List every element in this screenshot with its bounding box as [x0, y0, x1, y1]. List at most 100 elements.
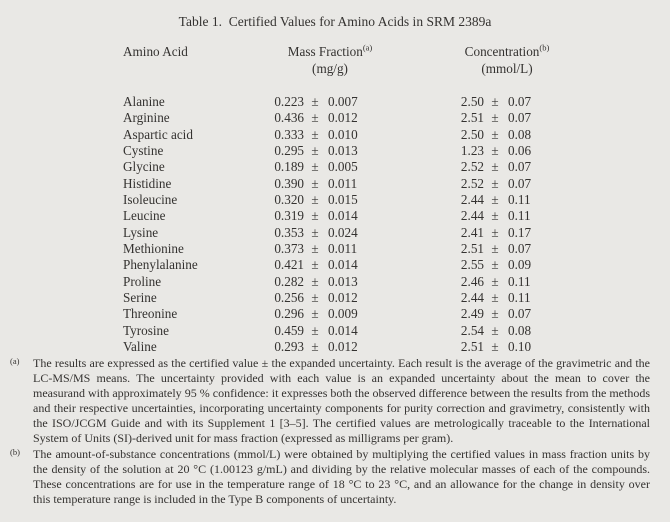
plus-minus-icon: ± [311, 126, 319, 142]
column-header-concentration: Concentration(b) (mmol/L) [465, 43, 550, 77]
table-row: Glycine 0.189 ± 0.005 2.52 ± 0.07 [123, 159, 546, 175]
concentration-uncertainty: 0.09 [508, 257, 532, 273]
amino-acid-name: Phenylalanine [123, 257, 198, 273]
concentration-value: 2.46 [460, 273, 484, 289]
mass-fraction-uncertainty: 0.014 [328, 322, 358, 338]
column-gap [371, 257, 456, 273]
footnote-b-reference: (b) [539, 42, 550, 53]
concentration-value: 2.51 [460, 241, 484, 257]
mass-fraction-value: 0.390 [274, 175, 304, 191]
table-row: Alanine 0.223 ± 0.007 2.50 ± 0.07 [123, 94, 546, 110]
mass-fraction-uncertainty: 0.015 [328, 192, 358, 208]
amino-acid-name: Threonine [123, 306, 178, 322]
plus-minus-icon: ± [491, 126, 499, 142]
mass-fraction-value: 0.333 [274, 126, 304, 142]
concentration-value: 2.51 [460, 339, 484, 355]
mass-fraction-uncertainty: 0.012 [328, 339, 358, 355]
plus-minus-icon: ± [311, 306, 319, 322]
mass-fraction-value: 0.295 [274, 143, 304, 159]
concentration-uncertainty: 0.07 [508, 110, 532, 126]
column-gap [371, 110, 456, 126]
plus-minus-icon: ± [311, 110, 319, 126]
plus-minus-icon: ± [491, 192, 499, 208]
concentration-value: 2.49 [460, 306, 484, 322]
plus-minus-icon: ± [311, 257, 319, 273]
plus-minus-icon: ± [311, 241, 319, 257]
concentration-value: 2.52 [460, 175, 484, 191]
mass-fraction-value: 0.436 [274, 110, 304, 126]
amino-acid-name: Serine [123, 290, 157, 306]
table-row: Isoleucine 0.320 ± 0.015 2.44 ± 0.11 [123, 192, 546, 208]
mass-fraction-value: 0.189 [274, 159, 304, 175]
table-row: Cystine 0.295 ± 0.013 1.23 ± 0.06 [123, 143, 546, 159]
table-row: Methionine 0.373 ± 0.011 2.51 ± 0.07 [123, 241, 546, 257]
plus-minus-icon: ± [491, 175, 499, 191]
mass-fraction-value: 0.353 [274, 224, 304, 240]
plus-minus-icon: ± [491, 290, 499, 306]
table-row: Proline 0.282 ± 0.013 2.46 ± 0.11 [123, 274, 546, 290]
mass-fraction-value: 0.223 [274, 94, 304, 109]
mass-fraction-uncertainty: 0.007 [328, 94, 358, 109]
footnote-b: (b) The amount-of-substance concentratio… [0, 447, 650, 507]
column-header-amino-acid: Amino Acid [123, 43, 188, 60]
concentration-uncertainty: 0.07 [508, 94, 532, 109]
column-gap [371, 225, 456, 241]
plus-minus-icon: ± [311, 143, 319, 159]
mass-fraction-value: 0.320 [274, 192, 304, 208]
table-row: Phenylalanine 0.421 ± 0.014 2.55 ± 0.09 [123, 257, 546, 273]
column-gap [371, 241, 456, 257]
table-row: Threonine 0.296 ± 0.009 2.49 ± 0.07 [123, 306, 546, 322]
mass-fraction-uncertainty: 0.005 [328, 159, 358, 175]
mass-fraction-value: 0.459 [274, 322, 304, 338]
plus-minus-icon: ± [311, 290, 319, 306]
mass-fraction-uncertainty: 0.014 [328, 257, 358, 273]
mass-fraction-uncertainty: 0.024 [328, 224, 358, 240]
footnote-b-marker: (b) [10, 446, 20, 457]
table-row: Tyrosine 0.459 ± 0.014 2.54 ± 0.08 [123, 323, 546, 339]
plus-minus-icon: ± [311, 175, 319, 191]
concentration-uncertainty: 0.08 [508, 126, 532, 142]
amino-acid-name: Arginine [123, 110, 170, 126]
mass-fraction-value: 0.373 [274, 241, 304, 257]
concentration-uncertainty: 0.07 [508, 159, 532, 175]
amino-acid-name: Cystine [123, 143, 164, 159]
table-row: Lysine 0.353 ± 0.024 2.41 ± 0.17 [123, 225, 546, 241]
mass-fraction-uncertainty: 0.014 [328, 208, 358, 224]
plus-minus-icon: ± [491, 110, 499, 126]
amino-acid-name: Valine [123, 339, 157, 355]
mass-fraction-value: 0.421 [274, 257, 304, 273]
concentration-uncertainty: 0.11 [508, 273, 531, 289]
column-gap [371, 274, 456, 290]
concentration-value: 2.41 [460, 224, 484, 240]
concentration-uncertainty: 0.07 [508, 175, 532, 191]
plus-minus-icon: ± [311, 339, 319, 355]
plus-minus-icon: ± [491, 241, 499, 257]
amino-acid-name: Tyrosine [123, 322, 169, 338]
footnote-a-marker: (a) [10, 356, 20, 366]
column-gap [371, 339, 456, 355]
column-gap [371, 208, 456, 224]
column-header-mass-fraction: Mass Fraction(a) (mg/g) [288, 43, 373, 77]
amino-acid-header-label: Amino Acid [123, 44, 188, 59]
concentration-uncertainty: 0.11 [508, 208, 531, 224]
footnote-a-text: The results are expressed as the certifi… [33, 356, 650, 446]
concentration-value: 2.55 [460, 257, 484, 273]
concentration-uncertainty: 0.06 [508, 143, 532, 159]
table-row: Valine 0.293 ± 0.012 2.51 ± 0.10 [123, 339, 546, 355]
plus-minus-icon: ± [491, 273, 499, 289]
plus-minus-icon: ± [311, 94, 319, 109]
amino-acid-name: Aspartic acid [123, 126, 193, 142]
footnote-a: (a) The results are expressed as the cer… [0, 356, 650, 447]
plus-minus-icon: ± [491, 159, 499, 175]
footnotes-section: (a) The results are expressed as the cer… [0, 356, 660, 507]
mass-fraction-uncertainty: 0.013 [328, 273, 358, 289]
table-row: Leucine 0.319 ± 0.014 2.44 ± 0.11 [123, 208, 546, 224]
table-row: Arginine 0.436 ± 0.012 2.51 ± 0.07 [123, 110, 546, 126]
footnote-b-text: The amount-of-substance concentrations (… [33, 446, 650, 506]
column-gap [371, 176, 456, 192]
concentration-uncertainty: 0.08 [508, 322, 532, 338]
concentration-value: 2.50 [460, 126, 484, 142]
mass-fraction-uncertainty: 0.010 [328, 126, 358, 142]
table-row: Histidine 0.390 ± 0.011 2.52 ± 0.07 [123, 176, 546, 192]
mass-fraction-uncertainty: 0.011 [328, 241, 358, 257]
